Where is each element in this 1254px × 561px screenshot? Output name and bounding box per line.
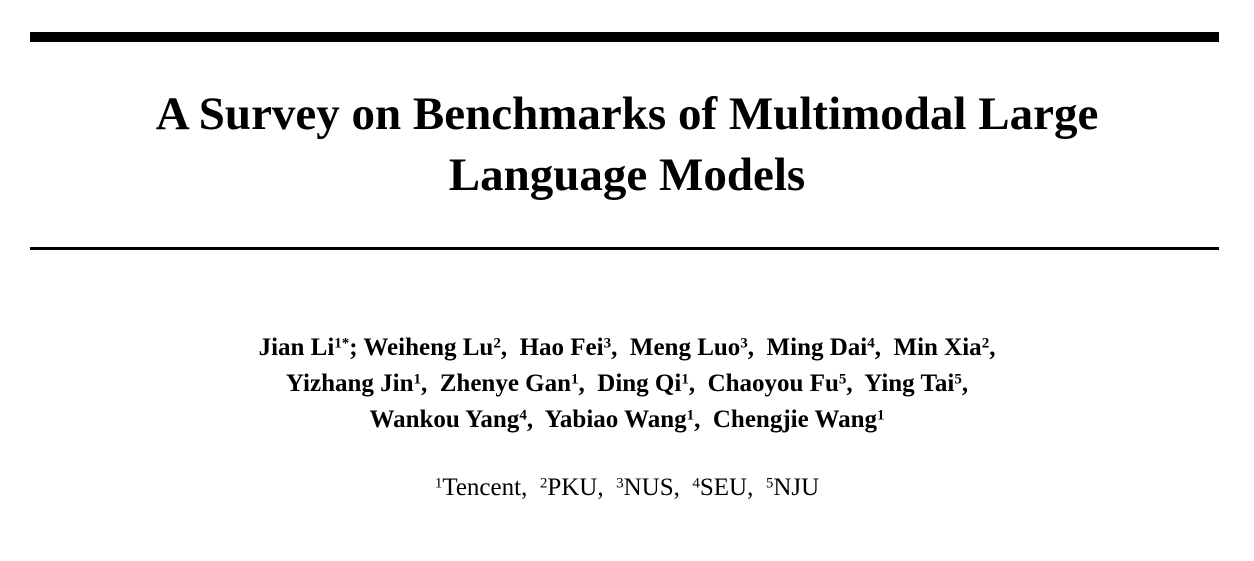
separator: ; bbox=[349, 334, 364, 361]
separator: , bbox=[747, 474, 766, 501]
author-name: Yabiao Wang bbox=[544, 406, 687, 433]
author-name: Ding Qi bbox=[597, 370, 682, 397]
author: Min Xia2 bbox=[893, 334, 989, 361]
author-name: Zhenye Gan bbox=[439, 370, 572, 397]
author: Chaoyou Fu5 bbox=[708, 370, 847, 397]
author: Jian Li1* bbox=[259, 334, 350, 361]
author: Ming Dai4 bbox=[767, 334, 875, 361]
affiliation: 3NUS bbox=[616, 474, 674, 501]
title-line-1: A Survey on Benchmarks of Multimodal Lar… bbox=[155, 88, 1099, 140]
separator: , bbox=[597, 474, 617, 501]
author-name: Jian Li bbox=[258, 334, 335, 361]
affiliation: 1Tencent bbox=[435, 474, 521, 501]
author-name: Chaoyou Fu bbox=[707, 370, 839, 397]
affiliation-index: 1* bbox=[334, 335, 350, 352]
affiliation-index: 4 bbox=[867, 335, 875, 352]
author-name: Meng Luo bbox=[629, 334, 741, 361]
separator: , bbox=[421, 370, 440, 397]
author-name: Min Xia bbox=[893, 334, 982, 361]
affiliation-name: NJU bbox=[773, 474, 820, 501]
author-name: Ming Dai bbox=[766, 334, 868, 361]
affiliation-index: 1 bbox=[686, 407, 695, 424]
author: Wankou Yang4 bbox=[369, 406, 526, 433]
author-name: Ying Tai bbox=[864, 370, 955, 397]
author: Chengjie Wang1 bbox=[713, 406, 885, 433]
separator: , bbox=[688, 370, 708, 397]
author: Meng Luo3 bbox=[630, 334, 748, 361]
author: Weiheng Lu2 bbox=[363, 334, 500, 361]
separator: , bbox=[846, 370, 865, 397]
top-rule bbox=[30, 32, 1219, 42]
affiliation-index: 4 bbox=[519, 407, 527, 424]
affiliation-index: 1 bbox=[434, 475, 443, 492]
author-name: Hao Fei bbox=[519, 334, 604, 361]
affiliation-index: 2 bbox=[493, 335, 501, 352]
author: Zhenye Gan1 bbox=[440, 370, 579, 397]
separator: , bbox=[500, 334, 520, 361]
author-name: Chengjie Wang bbox=[712, 406, 878, 433]
affiliation-index: 5 bbox=[954, 371, 962, 388]
affiliation-index: 1 bbox=[413, 371, 422, 388]
separator: , bbox=[611, 334, 630, 361]
affiliation-index: 1 bbox=[571, 371, 579, 388]
affiliation-index: 2 bbox=[981, 335, 990, 352]
affiliation-index: 3 bbox=[616, 475, 624, 492]
author-name: Wankou Yang bbox=[369, 406, 520, 433]
separator: , bbox=[694, 406, 713, 433]
separator: , bbox=[961, 370, 969, 397]
affiliation-index: 4 bbox=[692, 475, 700, 492]
separator: , bbox=[747, 334, 767, 361]
affiliation-index: 3 bbox=[603, 335, 612, 352]
separator: , bbox=[989, 334, 996, 361]
author: Hao Fei3 bbox=[520, 334, 612, 361]
affiliation-index: 5 bbox=[765, 475, 774, 492]
affiliation-name: Tencent bbox=[442, 474, 522, 501]
affiliation-index: 2 bbox=[539, 475, 548, 492]
title-line-2: Language Models bbox=[448, 149, 806, 201]
author-name: Yizhang Jin bbox=[285, 370, 414, 397]
affiliation-index: 1 bbox=[877, 407, 885, 424]
author-line: Yizhang Jin1, Zhenye Gan1, Ding Qi1, Cha… bbox=[0, 366, 1254, 402]
separator: , bbox=[526, 406, 545, 433]
separator: , bbox=[578, 370, 598, 397]
separator: , bbox=[521, 474, 540, 501]
affiliation: 4SEU bbox=[692, 474, 747, 501]
author-list: Jian Li1*; Weiheng Lu2, Hao Fei3, Meng L… bbox=[0, 330, 1254, 438]
paper-title: A Survey on Benchmarks of Multimodal Lar… bbox=[0, 84, 1254, 206]
author-line: Wankou Yang4, Yabiao Wang1, Chengjie Wan… bbox=[0, 402, 1254, 438]
author: Yizhang Jin1 bbox=[286, 370, 421, 397]
author-name: Weiheng Lu bbox=[363, 334, 494, 361]
affiliation-name: SEU bbox=[699, 474, 748, 501]
affiliation-name: PKU bbox=[547, 474, 598, 501]
affiliation-list: 1Tencent, 2PKU, 3NUS, 4SEU, 5NJU bbox=[0, 470, 1254, 506]
author: Yabiao Wang1 bbox=[545, 406, 694, 433]
affiliation-index: 5 bbox=[838, 371, 847, 388]
affiliation: 5NJU bbox=[766, 474, 819, 501]
author: Ying Tai5 bbox=[864, 370, 962, 397]
affiliation: 2PKU bbox=[540, 474, 598, 501]
title-bottom-rule bbox=[30, 247, 1219, 250]
affiliation-name: NUS bbox=[623, 474, 674, 501]
author-line: Jian Li1*; Weiheng Lu2, Hao Fei3, Meng L… bbox=[0, 330, 1254, 366]
separator: , bbox=[673, 474, 693, 501]
affiliation-index: 3 bbox=[740, 335, 748, 352]
author: Ding Qi1 bbox=[597, 370, 689, 397]
separator: , bbox=[874, 334, 894, 361]
affiliation-index: 1 bbox=[681, 371, 689, 388]
